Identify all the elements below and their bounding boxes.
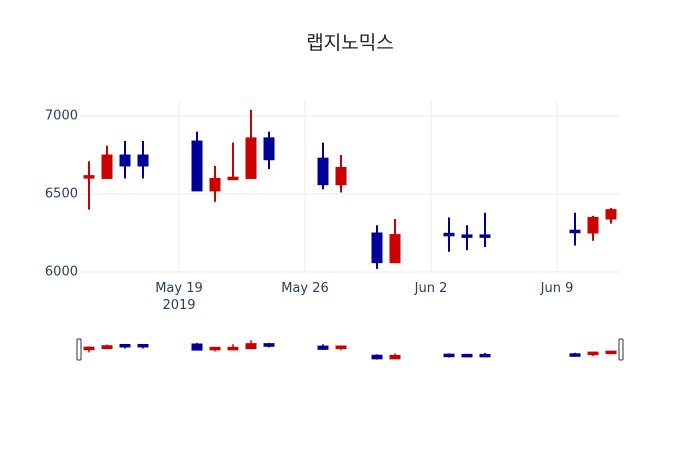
range-slider-right-handle[interactable] — [618, 338, 624, 361]
range-slider-left-handle[interactable] — [76, 338, 82, 361]
slider-candle-body — [569, 353, 581, 357]
slider-candle-body — [101, 345, 113, 350]
candle-body — [335, 167, 347, 186]
candle-body — [245, 137, 257, 179]
slider-candle-body — [209, 346, 221, 351]
y-tick-label: 7000 — [44, 108, 78, 124]
candle-body — [389, 234, 401, 264]
candle-body — [227, 176, 239, 181]
candle-body — [587, 216, 599, 234]
candle-body — [479, 234, 491, 238]
x-tick-label: May 26 — [281, 281, 329, 296]
slider-candle-body — [137, 343, 149, 348]
x-tick-label: Jun 2 — [414, 281, 448, 296]
candle-body — [317, 157, 329, 186]
candle-body — [569, 229, 581, 234]
slider-candle-body — [587, 351, 599, 356]
y-tick-label: 6000 — [44, 264, 78, 280]
slider-candle-body — [335, 345, 347, 349]
candle-body — [119, 154, 131, 167]
slider-candle-body — [605, 350, 617, 355]
slider-candle-body — [479, 353, 491, 358]
slider-candle-body — [191, 343, 203, 351]
candle-body — [461, 234, 473, 238]
slider-candle-body — [443, 353, 455, 358]
slider-candle-body — [83, 346, 95, 351]
slider-candle-body — [461, 353, 473, 358]
candle-body — [263, 137, 275, 161]
x-tick-label: Jun 9 — [540, 281, 574, 296]
slider-candle-body — [119, 343, 131, 348]
y-tick-label: 6500 — [44, 186, 78, 202]
slider-candle-body — [371, 354, 383, 360]
slider-candle-body — [245, 343, 257, 350]
candle-body — [209, 177, 221, 192]
x-tick-label: May 19 2019 — [155, 281, 203, 313]
slider-candle-body — [389, 354, 401, 360]
slider-candle-body — [263, 343, 275, 347]
candle-body — [191, 140, 203, 192]
candle-body — [443, 232, 455, 237]
slider-candle-body — [227, 346, 239, 351]
slider-candle-body — [317, 345, 329, 350]
candle-body — [137, 154, 149, 167]
candle-body — [101, 154, 113, 179]
chart-title: 랩지노믹스 — [306, 32, 394, 54]
candle-body — [371, 232, 383, 264]
candle-body — [605, 209, 617, 220]
candle-body — [83, 175, 95, 179]
